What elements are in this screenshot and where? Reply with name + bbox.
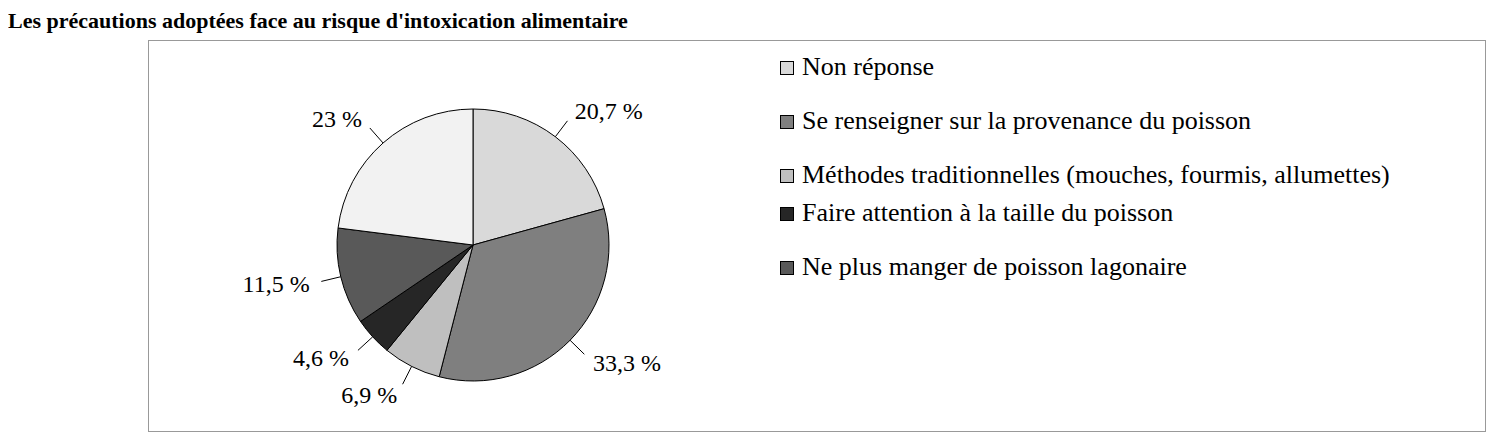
html-text:Faire attention à la taille du: Faire attention à la taille du poisson [802, 198, 1174, 227]
html-text:Les précautions adoptées face: Les précautions adoptées face au risque … [8, 8, 628, 33]
svg-text:11,5 %: 11,5 % [243, 271, 310, 297]
html-text:Se renseigner sur la provenanc: Se renseigner sur la provenance du poiss… [802, 106, 1252, 135]
svg-text:6,9 %: 6,9 % [341, 382, 397, 408]
svg-text:33,3 %: 33,3 % [593, 350, 661, 376]
html-text:Non réponse: Non réponse [802, 52, 935, 81]
html-text:Ne plus manger de poisson lago: Ne plus manger de poisson lagonaire [802, 252, 1187, 281]
html-text:Méthodes traditionnelles (mouc: Méthodes traditionnelles (mouches, fourm… [802, 160, 1390, 189]
svg-text:23 %: 23 % [312, 106, 362, 132]
svg-text:20,7 %: 20,7 % [575, 98, 643, 124]
svg-text:4,6 %: 4,6 % [293, 345, 349, 371]
